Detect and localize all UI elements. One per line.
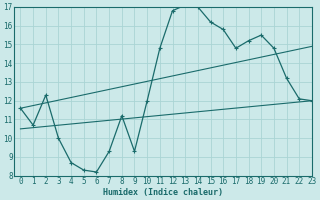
X-axis label: Humidex (Indice chaleur): Humidex (Indice chaleur) [103, 188, 223, 197]
